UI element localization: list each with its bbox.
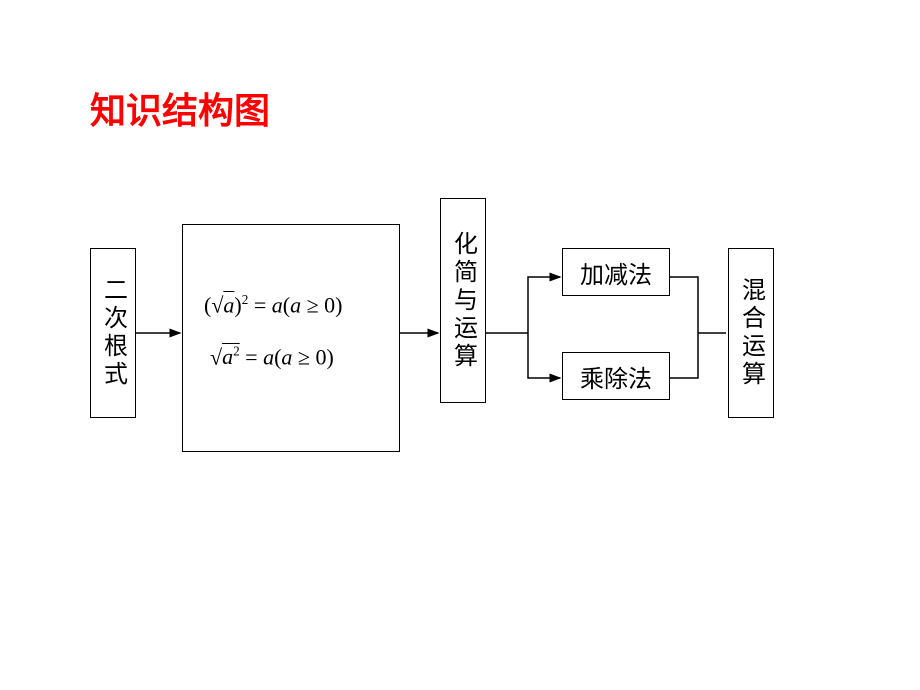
formula-line-1: (√a)2 = a(a ≥ 0) [204, 292, 342, 318]
node-simplify: 化简与运算 [440, 198, 486, 403]
node-mixed: 混合运算 [728, 248, 774, 418]
node-muldiv-label: 乘除法 [580, 359, 652, 394]
node-muldiv: 乘除法 [562, 352, 670, 400]
node-formulas [182, 224, 400, 452]
node-root: 二次根式 [90, 248, 136, 418]
edge-branch-addsub [528, 277, 560, 333]
node-addsub-label: 加减法 [580, 255, 652, 290]
edge-branch-muldiv [528, 333, 560, 378]
edge-addsub-merge [670, 277, 698, 333]
page-title: 知识结构图 [90, 82, 270, 134]
node-root-label: 二次根式 [96, 277, 131, 389]
node-simplify-label: 化简与运算 [446, 231, 481, 371]
node-addsub: 加减法 [562, 248, 670, 296]
formula-line-2: √a2 = a(a ≥ 0) [210, 344, 334, 370]
edge-muldiv-merge [670, 333, 698, 378]
node-mixed-label: 混合运算 [734, 277, 769, 389]
